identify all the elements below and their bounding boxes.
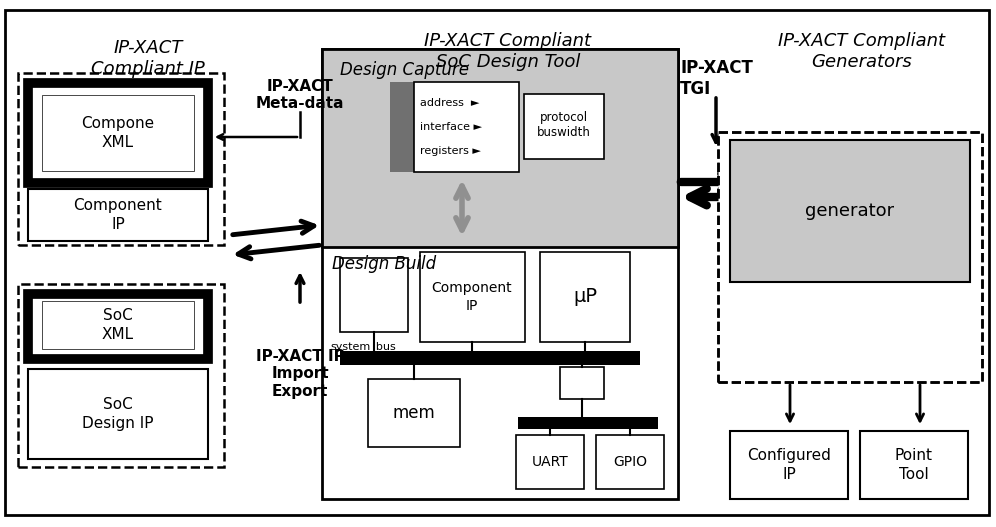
Bar xyxy=(860,431,968,499)
Bar xyxy=(540,252,630,342)
Text: IP-XACT Compliant
SoC Design Tool: IP-XACT Compliant SoC Design Tool xyxy=(424,32,592,71)
Text: Design Capture: Design Capture xyxy=(340,61,469,79)
Bar xyxy=(368,379,460,447)
Bar xyxy=(340,258,408,332)
Text: Configured
IP: Configured IP xyxy=(747,448,831,482)
Text: system_bus: system_bus xyxy=(330,341,395,353)
Text: protocol
buswidth: protocol buswidth xyxy=(537,111,591,140)
Bar xyxy=(28,294,208,359)
Text: Point
Tool: Point Tool xyxy=(895,448,933,482)
Bar xyxy=(322,49,678,247)
Text: interface ►: interface ► xyxy=(420,122,482,132)
Text: address  ►: address ► xyxy=(420,98,479,108)
Bar xyxy=(516,435,584,489)
Text: GPIO: GPIO xyxy=(613,455,647,469)
Text: SoC
XML: SoC XML xyxy=(102,308,134,342)
Text: SoC
Design IP: SoC Design IP xyxy=(83,397,153,431)
Bar xyxy=(18,73,224,245)
Bar xyxy=(42,95,194,171)
Text: Component
IP: Component IP xyxy=(431,281,512,313)
Bar xyxy=(524,94,604,159)
Text: generator: generator xyxy=(806,202,894,220)
Text: IP-XACT
Meta-data: IP-XACT Meta-data xyxy=(256,79,345,111)
Bar xyxy=(414,82,519,172)
Bar xyxy=(420,252,525,342)
Bar xyxy=(730,140,970,282)
Text: registers ►: registers ► xyxy=(420,146,481,156)
Bar xyxy=(322,49,678,247)
Bar xyxy=(718,132,982,382)
Bar xyxy=(390,82,414,172)
Text: Component
IP: Component IP xyxy=(74,198,162,232)
Bar xyxy=(28,189,208,241)
Bar xyxy=(560,367,604,399)
Bar xyxy=(42,301,194,349)
Bar xyxy=(518,417,658,429)
Text: μP: μP xyxy=(573,288,597,307)
Bar xyxy=(340,351,640,365)
Text: IP-XACT Compliant
Generators: IP-XACT Compliant Generators xyxy=(779,32,945,71)
Text: IP-XACT
Compliant IP: IP-XACT Compliant IP xyxy=(91,39,205,78)
Text: Design Build: Design Build xyxy=(332,255,436,273)
Text: IP-XACT IP
Import
Export: IP-XACT IP Import Export xyxy=(256,349,345,399)
Bar xyxy=(730,431,848,499)
Text: mem: mem xyxy=(392,404,435,422)
Bar xyxy=(28,83,208,183)
Bar xyxy=(18,284,224,467)
Bar xyxy=(596,435,664,489)
Bar xyxy=(322,49,678,499)
Text: Compone
XML: Compone XML xyxy=(82,116,154,150)
Text: UART: UART xyxy=(532,455,569,469)
Text: IP-XACT
TGI: IP-XACT TGI xyxy=(680,59,753,98)
Bar xyxy=(28,369,208,459)
Bar xyxy=(718,132,982,382)
